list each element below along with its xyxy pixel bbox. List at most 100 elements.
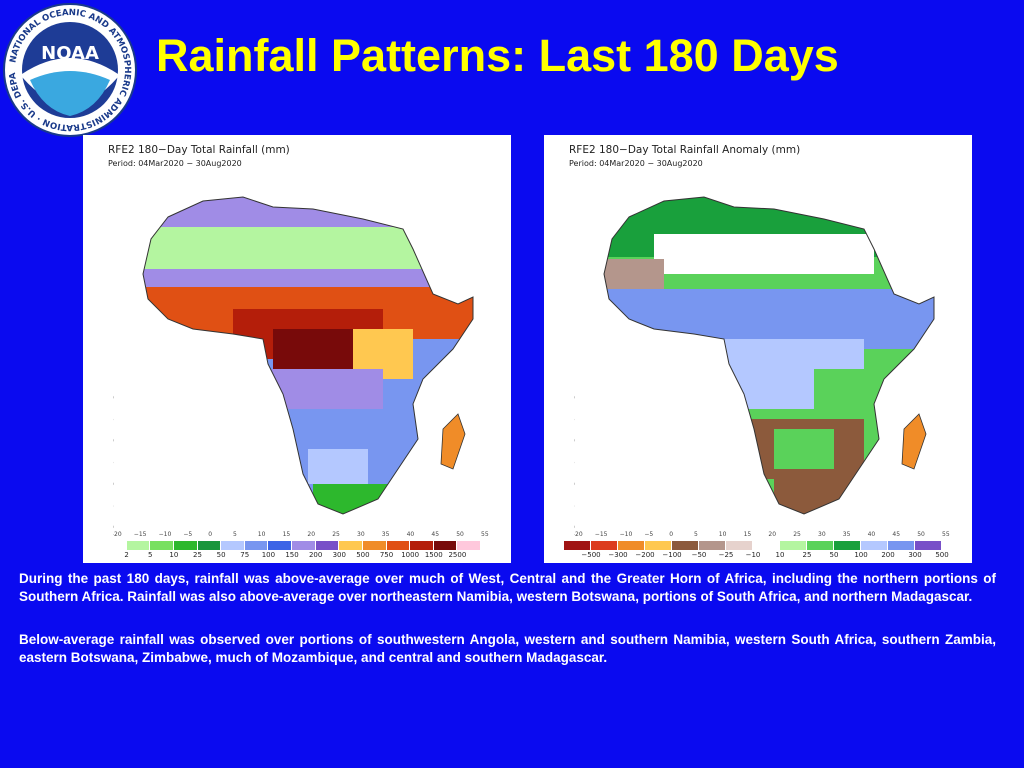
- lon-tick-label: −15: [595, 531, 608, 538]
- legend-swatch: [173, 541, 198, 550]
- legend-swatch: [292, 541, 316, 550]
- lon-tick-label: 40: [407, 531, 415, 538]
- legend-label: 25: [193, 551, 202, 559]
- legend-swatch: [410, 541, 434, 550]
- rainfall-legend: [103, 541, 481, 550]
- legend-swatch: [699, 541, 726, 550]
- lon-tick-label: 45: [431, 531, 439, 538]
- lon-tick-label: 50: [917, 531, 925, 538]
- description-paragraph-2: Below-average rainfall was observed over…: [19, 632, 996, 665]
- legend-swatch: [645, 541, 672, 550]
- lon-tick-label: −5: [183, 531, 192, 538]
- legend-swatch: [315, 541, 340, 550]
- legend-swatch: [807, 541, 834, 550]
- legend-swatch: [244, 541, 269, 550]
- legend-label: 200: [308, 551, 323, 559]
- lon-tick-label: −20: [113, 531, 122, 538]
- legend-label: 50: [216, 551, 226, 559]
- rainfall-anomaly-map-panel: RFE2 180−Day Total Rainfall Anomaly (mm)…: [544, 135, 972, 563]
- legend-label: 2500: [448, 551, 467, 559]
- legend-swatch: [726, 541, 753, 550]
- legend-label: 150: [285, 551, 299, 559]
- legend-label: −25: [718, 551, 734, 559]
- lon-tick-label: 15: [744, 531, 752, 538]
- legend-swatch: [362, 541, 387, 550]
- map-title: RFE2 180−Day Total Rainfall Anomaly (mm): [569, 144, 801, 156]
- lat-tick-label: −10: [574, 394, 575, 401]
- lon-tick-label: 20: [768, 531, 776, 538]
- legend-label: 750: [379, 551, 394, 559]
- legend-label: 500: [356, 551, 370, 559]
- lon-tick-label: 40: [868, 531, 876, 538]
- legend-label: 75: [240, 551, 250, 559]
- legend-swatch: [753, 541, 780, 550]
- lon-tick-label: −10: [159, 531, 172, 538]
- map-period: Period: 04Mar2020 − 30Aug2020: [569, 159, 703, 168]
- lon-tick-label: 0: [208, 531, 212, 538]
- lon-tick-label: −5: [644, 531, 653, 538]
- legend-label: −500: [581, 551, 601, 559]
- lon-tick-label: −20: [574, 531, 583, 538]
- lon-tick-label: 30: [357, 531, 365, 538]
- lon-tick-label: 5: [694, 531, 698, 538]
- lat-tick-label: −25: [574, 459, 575, 466]
- legend-label: −10: [745, 551, 761, 559]
- anomaly-legend: [564, 541, 942, 550]
- lon-tick-label: 45: [892, 531, 900, 538]
- lon-axis-labels: −20 −15 −10 −5 0 5 10 15 20 25 30 35 40 45 50 55: [574, 531, 950, 538]
- legend-swatch: [386, 541, 411, 550]
- legend-label: 300: [908, 551, 922, 559]
- legend-swatch: [457, 541, 481, 550]
- lat-tick-label: −30: [113, 481, 114, 488]
- legend-label: 500: [935, 551, 949, 559]
- lat-axis-labels: 4035302520151050−5−10−15−20−25−30−35−40: [574, 394, 575, 531]
- lon-axis-labels: −20 −15 −10 −5 0 5 10 15 20 25 30 35 40 45 50 55: [113, 531, 489, 538]
- legend-swatch: [780, 541, 807, 550]
- lon-tick-label: 5: [233, 531, 237, 538]
- legend-label: 300: [332, 551, 346, 559]
- legend-swatch: [433, 541, 458, 550]
- lat-tick-label: −35: [113, 502, 114, 509]
- legend-swatch: [672, 541, 699, 550]
- description-paragraph-1: During the past 180 days, rainfall was a…: [19, 571, 996, 604]
- lon-tick-label: 25: [332, 531, 340, 538]
- lat-tick-label: −10: [113, 394, 114, 401]
- legend-label: −50: [691, 551, 707, 559]
- legend-label: 1500: [424, 551, 443, 559]
- lat-tick-label: −35: [574, 502, 575, 509]
- legend-label: 100: [854, 551, 868, 559]
- noaa-logo: NOAA NATIONAL OCEANIC AND ATMOSPHERIC AD…: [2, 2, 137, 137]
- legend-swatch: [221, 541, 245, 550]
- legend-label: 200: [881, 551, 895, 559]
- legend-label: 2: [124, 551, 129, 559]
- logo-wordmark: NOAA: [41, 43, 99, 64]
- legend-label: −300: [608, 551, 628, 559]
- legend-swatch: [591, 541, 618, 550]
- legend-swatch: [888, 541, 915, 550]
- legend-swatch: [126, 541, 151, 550]
- lon-tick-label: 35: [843, 531, 851, 538]
- legend-swatch: [150, 541, 174, 550]
- legend-label: 100: [261, 551, 276, 559]
- legend-label: 5: [148, 551, 153, 559]
- lon-tick-label: 55: [942, 531, 950, 538]
- legend-label: −200: [635, 551, 655, 559]
- legend-label: 50: [829, 551, 839, 559]
- legend-label: 10: [169, 551, 179, 559]
- legend-swatch: [915, 541, 942, 550]
- lat-tick-label: −20: [574, 438, 575, 445]
- legend-swatch: [103, 541, 127, 550]
- slide-title: Rainfall Patterns: Last 180 Days: [156, 30, 839, 81]
- legend-swatch: [268, 541, 292, 550]
- lat-tick-label: −40: [574, 524, 575, 531]
- lon-tick-label: −15: [134, 531, 147, 538]
- legend-label: 1000: [401, 551, 420, 559]
- lon-tick-label: 10: [719, 531, 727, 538]
- legend-swatch: [861, 541, 888, 550]
- lon-tick-label: 0: [669, 531, 673, 538]
- lat-tick-label: −30: [574, 481, 575, 488]
- lon-tick-label: 50: [456, 531, 464, 538]
- lon-tick-label: 30: [818, 531, 826, 538]
- lon-tick-label: 35: [382, 531, 390, 538]
- lon-tick-label: 20: [307, 531, 315, 538]
